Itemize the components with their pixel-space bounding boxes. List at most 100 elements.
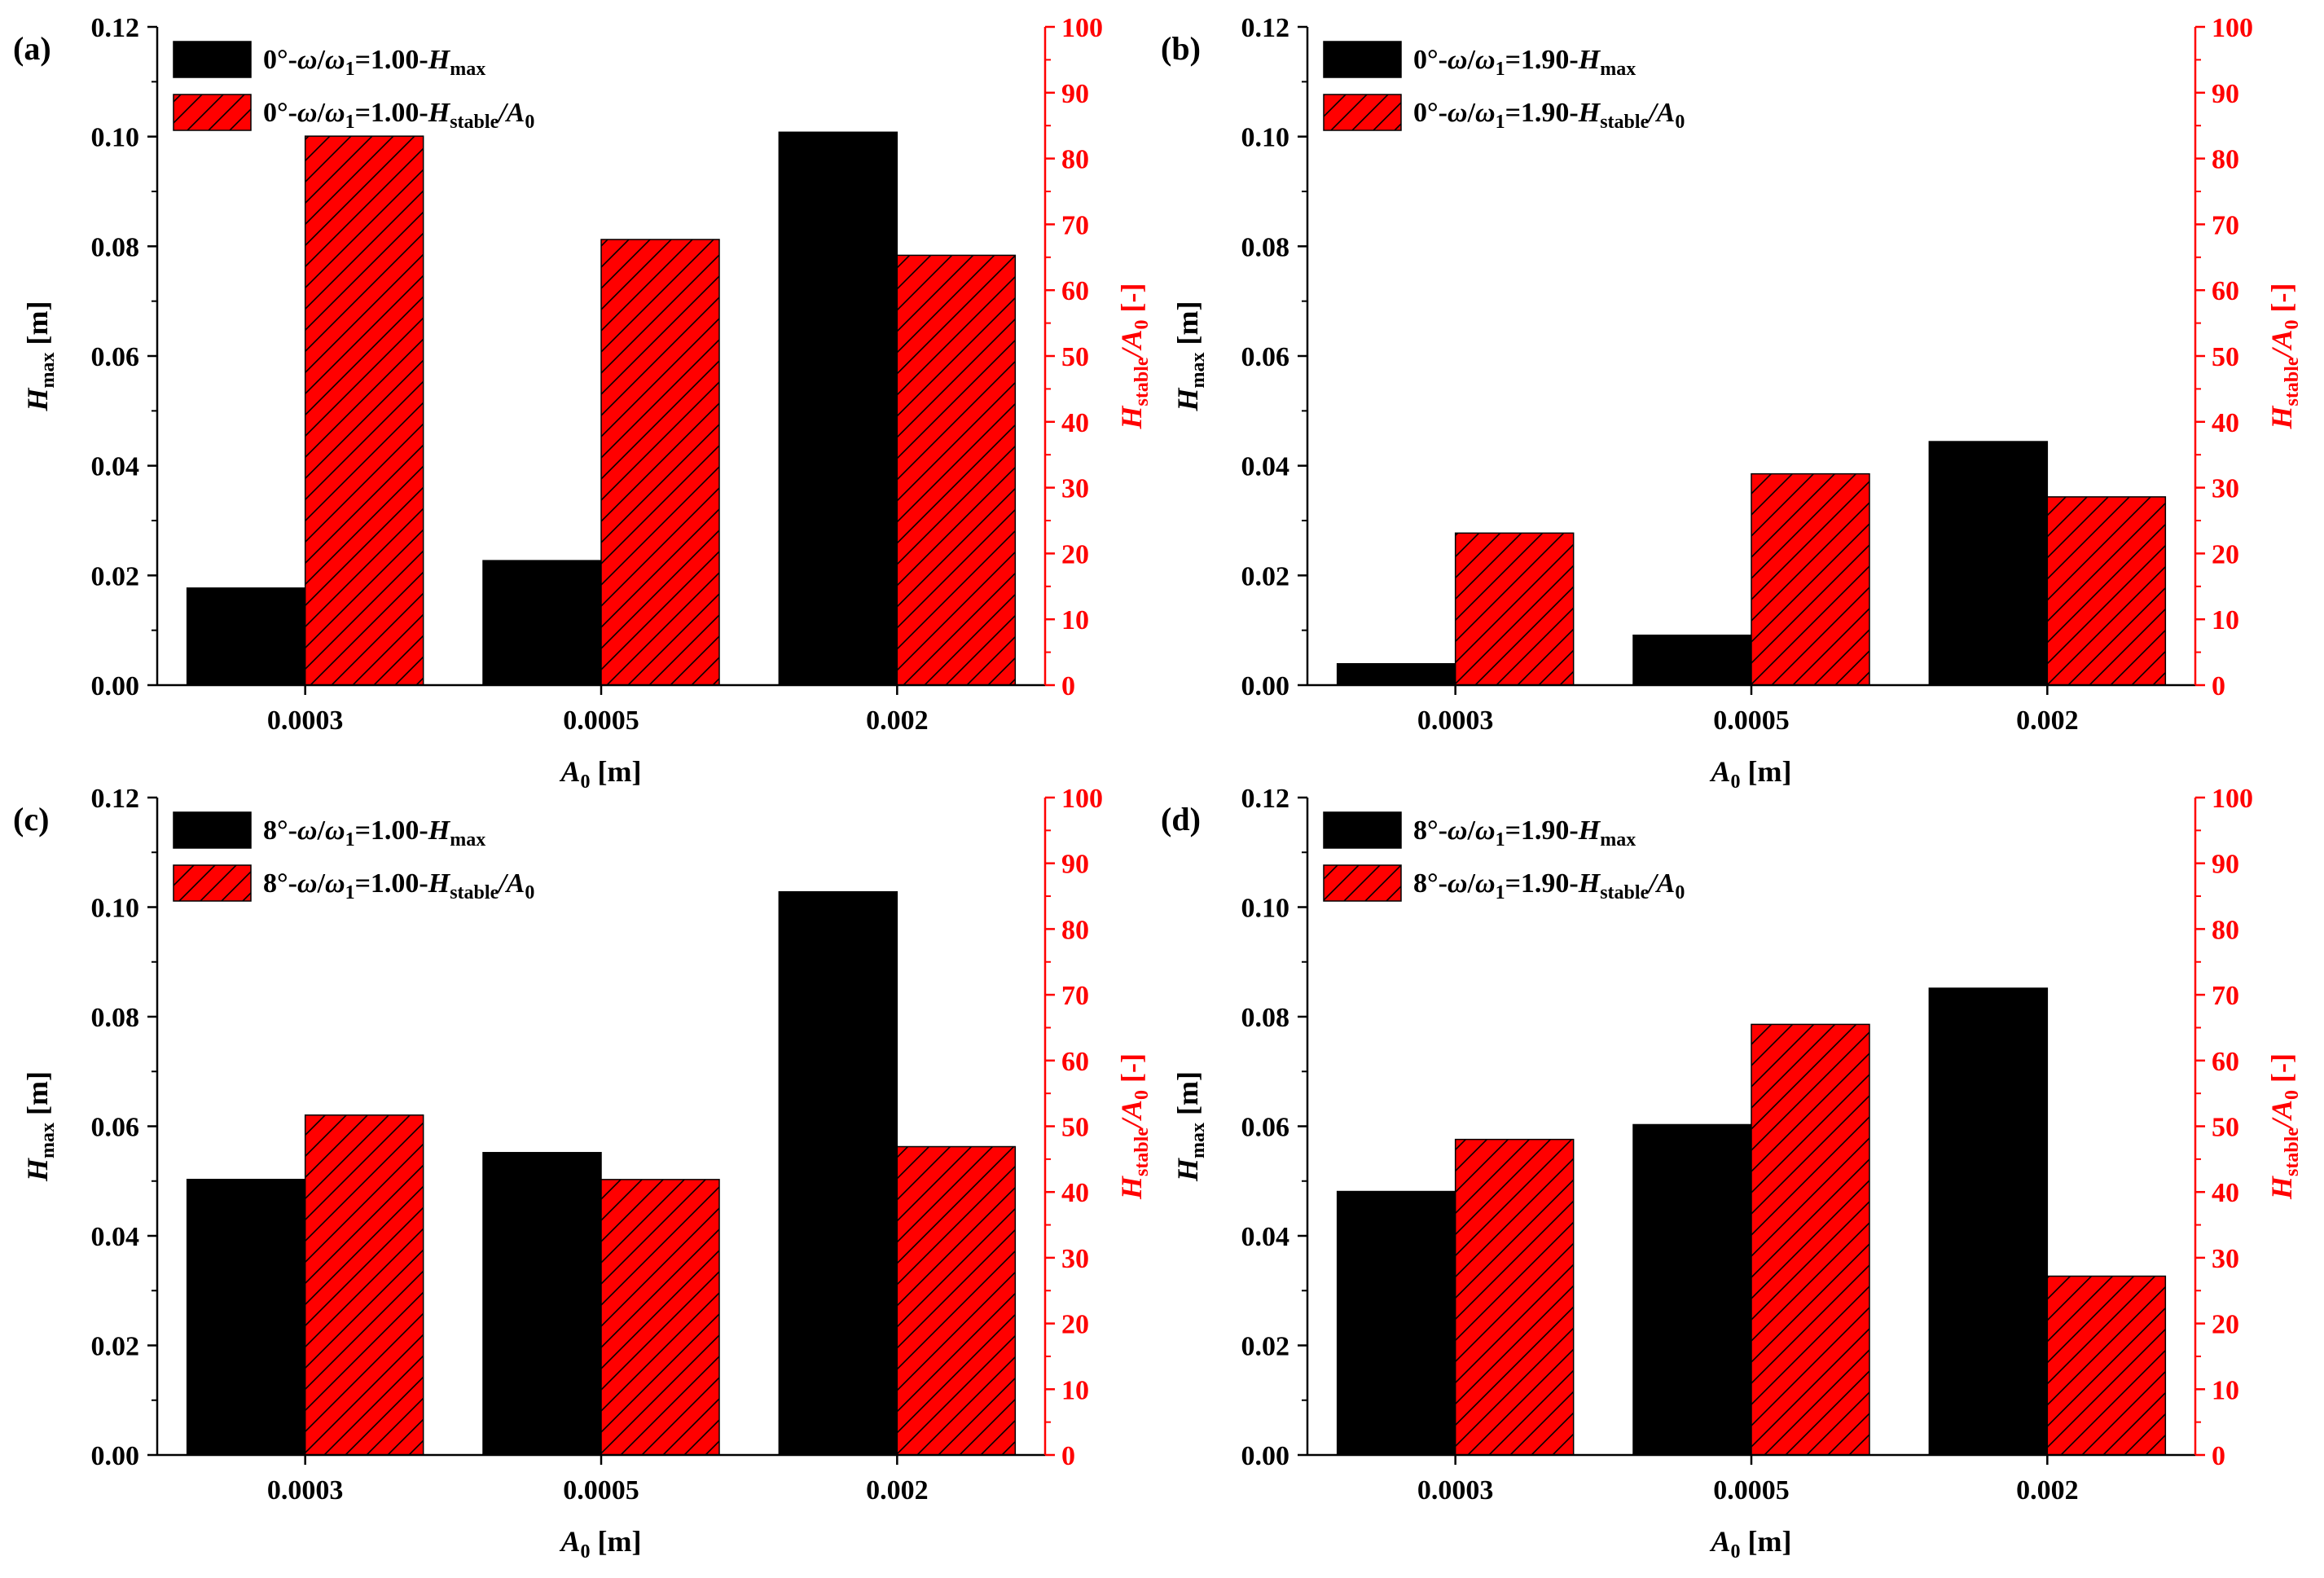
legend-label-hstable: 0°-ω/ω1=1.90-Hstable/A0 bbox=[1413, 98, 1685, 133]
right-tick-label: 20 bbox=[2212, 539, 2239, 569]
bar-hstable-0.002 bbox=[2046, 1275, 2167, 1456]
x-tick-label: 0.0003 bbox=[267, 1475, 344, 1505]
left-tick-label: 0.10 bbox=[1241, 123, 1290, 153]
panel-label: (d) bbox=[1161, 801, 1201, 837]
bar-hstable-0.0003 bbox=[1454, 532, 1575, 686]
x-axis-title: A0 [m] bbox=[560, 1525, 642, 1563]
bar-hmax-0.0003 bbox=[186, 587, 306, 686]
right-tick-label: 60 bbox=[1061, 1047, 1089, 1077]
left-axis-title: Hmax [m] bbox=[1171, 1071, 1209, 1182]
left-axis-title: Hmax [m] bbox=[1171, 301, 1209, 412]
right-tick-label: 70 bbox=[1061, 981, 1089, 1011]
left-tick-label: 0.02 bbox=[91, 561, 140, 591]
legend-label-hstable: 8°-ω/ω1=1.00-Hstable/A0 bbox=[263, 868, 534, 903]
legend-swatch-hmax bbox=[173, 41, 252, 78]
left-tick-label: 0.12 bbox=[1241, 784, 1290, 814]
right-tick-label: 0 bbox=[1061, 1441, 1075, 1471]
right-tick-label: 80 bbox=[1061, 915, 1089, 945]
right-tick-label: 30 bbox=[1061, 474, 1089, 504]
bar-hstable-0.0005 bbox=[600, 1179, 720, 1456]
left-tick-label: 0.12 bbox=[91, 784, 140, 814]
left-tick-label: 0.10 bbox=[91, 894, 140, 924]
right-tick-label: 0 bbox=[2212, 671, 2225, 701]
right-tick-label: 70 bbox=[1061, 210, 1089, 240]
bar-hmax-0.0003 bbox=[1336, 1190, 1456, 1456]
legend-swatch-hmax bbox=[173, 811, 252, 849]
legend-label-hmax: 8°-ω/ω1=1.00-Hmax bbox=[263, 815, 485, 851]
left-axis-title: Hmax [m] bbox=[21, 301, 59, 412]
left-tick-label: 0.00 bbox=[1241, 671, 1290, 701]
right-tick-label: 80 bbox=[2212, 915, 2239, 945]
right-axis-title: Hstable/A0 [-] bbox=[2265, 284, 2303, 430]
legend-swatch-hstable bbox=[173, 94, 252, 131]
legend-label-hmax: 8°-ω/ω1=1.90-Hmax bbox=[1413, 815, 1636, 851]
right-tick-label: 100 bbox=[1061, 784, 1103, 814]
right-tick-label: 60 bbox=[1061, 276, 1089, 306]
left-tick-label: 0.02 bbox=[1241, 561, 1290, 591]
bar-hstable-0.002 bbox=[2046, 496, 2167, 686]
right-tick-label: 80 bbox=[2212, 145, 2239, 175]
right-tick-label: 90 bbox=[1061, 79, 1089, 109]
legend-label-hmax: 0°-ω/ω1=1.90-Hmax bbox=[1413, 45, 1636, 80]
left-tick-label: 0.04 bbox=[1241, 452, 1290, 482]
bar-hstable-0.0005 bbox=[1751, 1023, 1870, 1456]
right-tick-label: 60 bbox=[2212, 276, 2239, 306]
left-tick-label: 0.08 bbox=[91, 232, 140, 262]
x-tick-label: 0.0005 bbox=[1713, 705, 1790, 736]
right-tick-label: 10 bbox=[2212, 1375, 2239, 1405]
left-tick-label: 0.02 bbox=[1241, 1332, 1290, 1362]
right-axis-title: Hstable/A0 [-] bbox=[1115, 284, 1153, 430]
left-tick-label: 0.00 bbox=[91, 671, 140, 701]
bar-hstable-0.0005 bbox=[1751, 473, 1870, 686]
left-tick-label: 0.04 bbox=[1241, 1222, 1290, 1252]
x-tick-label: 0.002 bbox=[866, 705, 929, 736]
right-tick-label: 80 bbox=[1061, 145, 1089, 175]
right-tick-label: 50 bbox=[1061, 1113, 1089, 1143]
x-tick-label: 0.0003 bbox=[1417, 1475, 1494, 1505]
x-axis-title: A0 [m] bbox=[560, 755, 642, 793]
x-tick-label: 0.0005 bbox=[563, 705, 639, 736]
right-tick-label: 30 bbox=[1061, 1244, 1089, 1274]
left-tick-label: 0.06 bbox=[91, 1113, 140, 1143]
right-tick-label: 90 bbox=[2212, 79, 2239, 109]
bar-hmax-0.0005 bbox=[482, 1152, 602, 1456]
right-tick-label: 40 bbox=[1061, 408, 1089, 438]
right-tick-label: 20 bbox=[1061, 539, 1089, 569]
left-tick-label: 0.04 bbox=[91, 452, 140, 482]
panel-b: 0.00 0.02 0.04 0.06 0.08 0.10 0.12 0 10 20 30 40 50 6… bbox=[1161, 13, 2303, 793]
left-tick-label: 0.10 bbox=[91, 123, 140, 153]
right-tick-label: 20 bbox=[2212, 1310, 2239, 1340]
left-tick-label: 0.08 bbox=[1241, 1003, 1290, 1033]
legend-label-hmax: 0°-ω/ω1=1.00-Hmax bbox=[263, 45, 485, 80]
right-tick-label: 70 bbox=[2212, 210, 2239, 240]
x-axis-title: A0 [m] bbox=[1710, 755, 1792, 793]
bar-hmax-0.002 bbox=[1928, 987, 2049, 1456]
x-tick-label: 0.002 bbox=[2016, 705, 2079, 736]
right-tick-label: 10 bbox=[1061, 1375, 1089, 1405]
right-tick-label: 100 bbox=[2212, 784, 2253, 814]
left-tick-label: 0.02 bbox=[91, 1332, 140, 1362]
left-tick-label: 0.08 bbox=[91, 1003, 140, 1033]
bar-hmax-0.002 bbox=[778, 131, 898, 686]
bar-hmax-0.0005 bbox=[1632, 1123, 1752, 1456]
bar-hmax-0.002 bbox=[1928, 441, 2049, 686]
panel-label: (c) bbox=[13, 801, 49, 837]
left-tick-label: 0.04 bbox=[91, 1222, 140, 1252]
right-tick-label: 90 bbox=[2212, 850, 2239, 880]
right-tick-label: 20 bbox=[1061, 1310, 1089, 1340]
right-axis-title: Hstable/A0 [-] bbox=[2265, 1053, 2303, 1200]
legend-label-hstable: 8°-ω/ω1=1.90-Hstable/A0 bbox=[1413, 868, 1685, 903]
panel-a: 0.00 0.02 0.04 0.06 0.08 0.10 0.12 0 10 20 30 40 50 6… bbox=[13, 13, 1153, 793]
x-tick-label: 0.0005 bbox=[563, 1475, 639, 1505]
legend-swatch-hstable bbox=[1323, 94, 1402, 131]
x-tick-label: 0.0003 bbox=[1417, 705, 1494, 736]
left-tick-label: 0.12 bbox=[1241, 13, 1290, 43]
x-tick-label: 0.0003 bbox=[267, 705, 344, 736]
bar-hstable-0.002 bbox=[896, 254, 1017, 686]
right-tick-label: 70 bbox=[2212, 981, 2239, 1011]
left-tick-label: 0.06 bbox=[1241, 1113, 1290, 1143]
x-tick-label: 0.002 bbox=[2016, 1475, 2079, 1505]
bar-hstable-0.0003 bbox=[304, 135, 424, 686]
right-tick-label: 40 bbox=[1061, 1178, 1089, 1208]
